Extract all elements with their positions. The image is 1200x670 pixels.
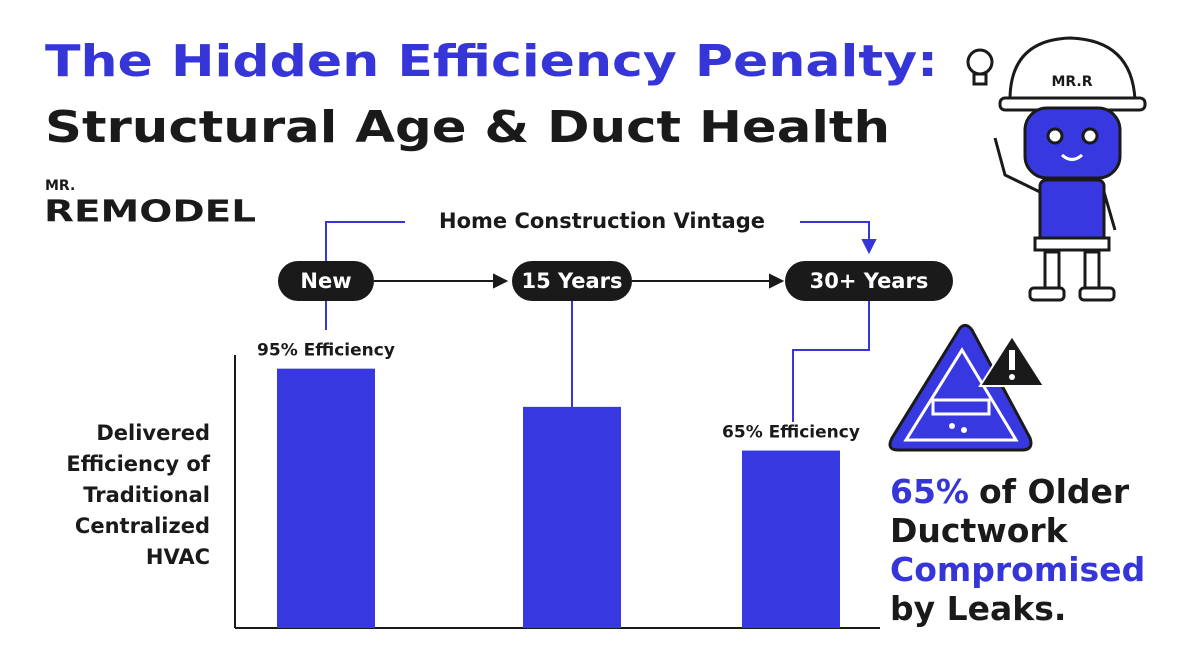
belt <box>1033 236 1111 252</box>
arrow-head <box>769 273 785 289</box>
callout: 65% of Older Ductwork Compromised by Leaks. <box>890 472 1145 628</box>
foot <box>1078 286 1116 302</box>
face <box>1023 106 1122 180</box>
connector <box>792 300 870 422</box>
x-tick-label: New <box>300 269 351 293</box>
y-axis-title: Delivered Efficiency of Traditional Cent… <box>66 421 210 569</box>
bar <box>523 406 621 628</box>
warning-inner <box>903 347 1019 442</box>
arm <box>993 137 1041 194</box>
callout-text: by Leaks. <box>890 589 1066 628</box>
callout-text: of Older <box>979 472 1130 511</box>
callout-text: 65% <box>890 472 969 511</box>
value-label: 65% Efficiency <box>722 423 860 443</box>
category-pill <box>278 261 374 301</box>
drop <box>949 423 955 429</box>
vest <box>1038 178 1106 244</box>
foot <box>1028 286 1066 302</box>
timeline-arrows <box>374 273 785 289</box>
alert-mark <box>1009 350 1015 370</box>
smile <box>1060 153 1084 161</box>
title-line: The Hidden Efficiency Penalty: <box>45 36 938 87</box>
eye <box>1046 127 1064 145</box>
logo-bottom: REMODEL <box>44 195 256 230</box>
leg <box>1043 250 1061 294</box>
connectors <box>325 221 877 422</box>
title-line: Structural Age & Duct Health <box>45 102 890 153</box>
lightbulb-base <box>972 72 988 86</box>
lightbulb <box>966 48 994 76</box>
leg <box>1083 250 1101 294</box>
category-pill <box>785 261 953 301</box>
eye <box>1081 127 1099 145</box>
category-pill <box>512 261 632 301</box>
arm <box>1102 191 1117 231</box>
logo-top: MR. <box>45 178 75 194</box>
bar <box>277 368 375 628</box>
arrow-head <box>861 239 877 255</box>
mascot: MR.R <box>966 36 1147 302</box>
helmet <box>1008 36 1137 102</box>
x-axis-title: Home Construction Vintage <box>439 209 765 233</box>
x-tick-label: 30+ Years <box>810 269 929 293</box>
alert-dot <box>1009 374 1015 380</box>
value-label: 95% Efficiency <box>257 341 395 361</box>
callout-text: Compromised <box>890 550 1145 589</box>
drop <box>961 427 967 433</box>
arrow-head <box>493 273 509 289</box>
x-tick-label: 15 Years <box>521 269 622 293</box>
callout-text: Ductwork <box>890 511 1069 550</box>
warning-triangle <box>888 323 1033 452</box>
warning-icon <box>888 323 1046 452</box>
pipe <box>931 398 991 416</box>
mascot-label: MR.R <box>1051 74 1092 90</box>
connector <box>800 221 870 248</box>
bar <box>742 450 840 628</box>
